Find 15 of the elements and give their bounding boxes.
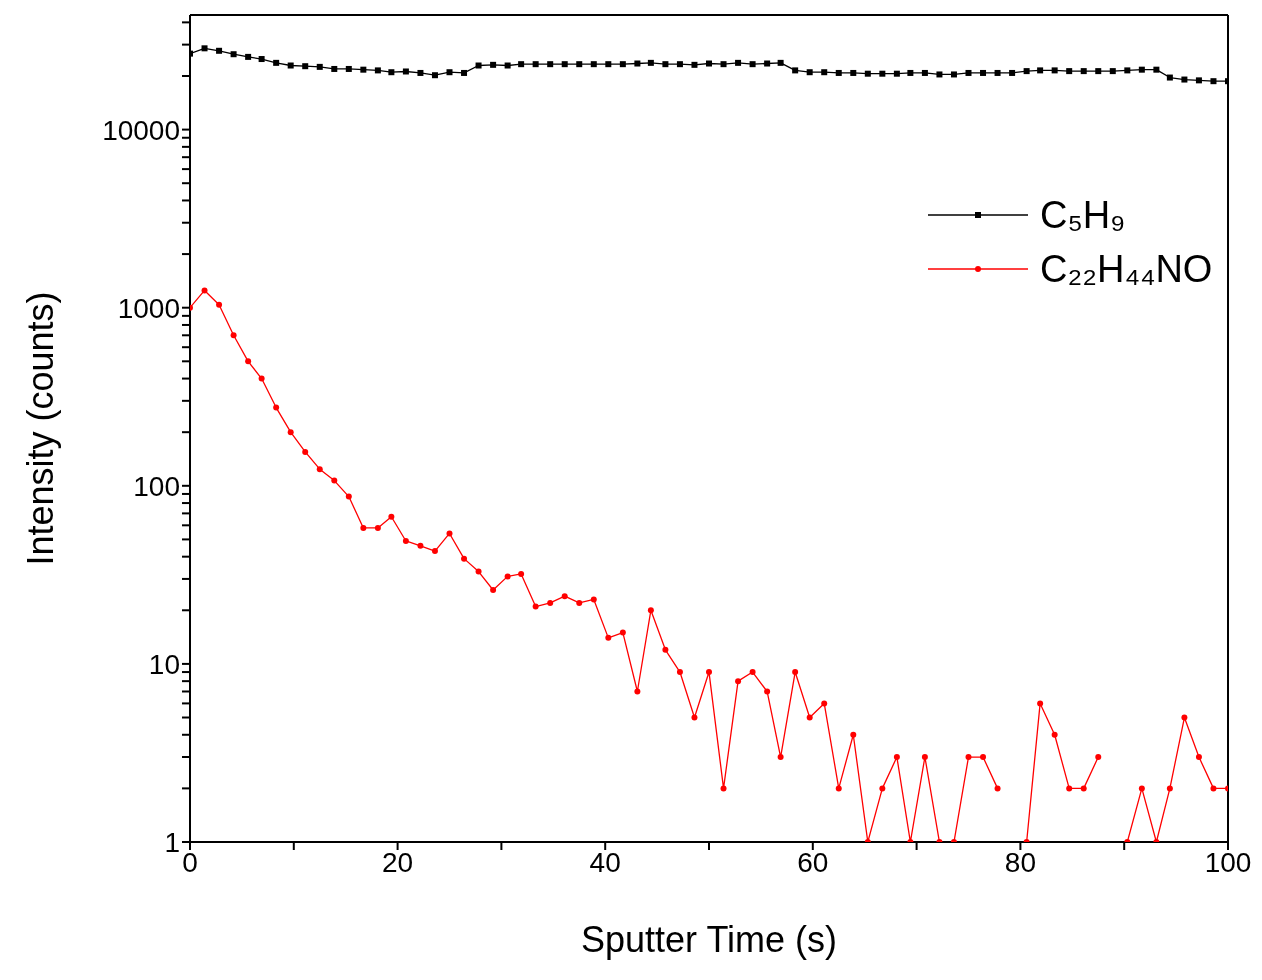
x-axis-title: Sputter Time (s)	[580, 919, 838, 960]
x-tick-label: 80	[1004, 846, 1036, 878]
y-tick-label: 10000	[102, 114, 180, 146]
legend-label: C₂₂H₄₄NO	[1040, 247, 1213, 291]
y-tick-label: 100	[133, 470, 180, 502]
x-tick-label: 0	[182, 846, 198, 878]
x-tick-label: 60	[797, 846, 829, 878]
y-tick-label: 1	[164, 826, 180, 858]
x-tick-label: 100	[1204, 846, 1252, 878]
x-tick-label: 20	[382, 846, 414, 878]
y-tick-label: 1000	[117, 292, 180, 324]
x-tick-label: 40	[589, 846, 621, 878]
y-tick-label: 10	[148, 648, 180, 680]
legend-label: C₅H₉	[1040, 193, 1126, 237]
y-axis-title: Intensity (counts)	[19, 291, 61, 566]
